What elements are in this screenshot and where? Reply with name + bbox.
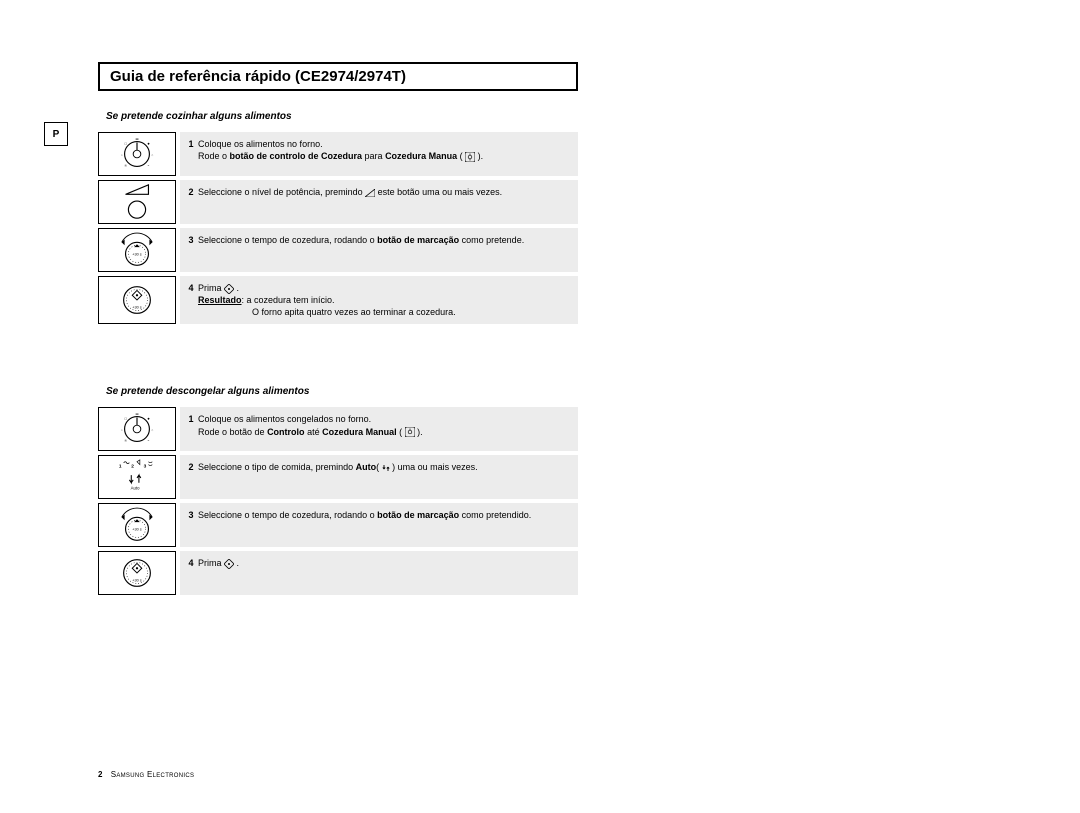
page-number: 2 <box>98 770 102 779</box>
step-number: 2 <box>184 461 198 473</box>
step-text: 3Seleccione o tempo de cozedura, rodando… <box>180 228 578 272</box>
step-row: 1Coloque os alimentos congelados no forn… <box>98 407 578 451</box>
step-row: 3Seleccione o tempo de cozedura, rodando… <box>98 228 578 272</box>
manual-page: Guia de referência rápido (CE2974/2974T)… <box>98 62 578 595</box>
step-row: 2Seleccione o tipo de comida, premindo A… <box>98 455 578 499</box>
step-number: 4 <box>184 282 198 294</box>
dial-time-cell <box>98 503 176 547</box>
step-text: 1Coloque os alimentos no forno.Rode o bo… <box>180 132 578 176</box>
step-row: 1Coloque os alimentos no forno.Rode o bo… <box>98 132 578 176</box>
brand-name: Samsung Electronics <box>111 770 195 779</box>
step-number: 1 <box>184 138 198 150</box>
step-number: 2 <box>184 186 198 198</box>
dial-mode-cell <box>98 407 176 451</box>
step-instruction: Seleccione o nível de potência, premindo… <box>198 186 570 198</box>
auto-button-cell <box>98 455 176 499</box>
step-text: 4Prima . <box>180 551 578 595</box>
dial-time-cell <box>98 228 176 272</box>
step-number: 4 <box>184 557 198 569</box>
step-row: 2Seleccione o nível de potência, premind… <box>98 180 578 224</box>
step-instruction: Coloque os alimentos congelados no forno… <box>198 413 570 437</box>
step-text: 4Prima .Resultado: a cozedura tem início… <box>180 276 578 324</box>
title-box: Guia de referência rápido (CE2974/2974T) <box>98 62 578 91</box>
language-badge: P <box>44 122 68 146</box>
step-text: 3Seleccione o tempo de cozedura, rodando… <box>180 503 578 547</box>
step-instruction: Prima .Resultado: a cozedura tem início.… <box>198 282 570 318</box>
dial-start-cell <box>98 551 176 595</box>
section-heading: Se pretende cozinhar alguns alimentos <box>106 111 578 122</box>
step-row: 3Seleccione o tempo de cozedura, rodando… <box>98 503 578 547</box>
step-number: 3 <box>184 234 198 246</box>
page-footer: 2 Samsung Electronics <box>98 770 194 779</box>
step-text: 1Coloque os alimentos congelados no forn… <box>180 407 578 451</box>
section-heading: Se pretende descongelar alguns alimentos <box>106 386 578 397</box>
step-instruction: Seleccione o tempo de cozedura, rodando … <box>198 234 570 246</box>
step-number: 3 <box>184 509 198 521</box>
step-row: 4Prima .Resultado: a cozedura tem início… <box>98 276 578 324</box>
dial-mode-cell <box>98 132 176 176</box>
step-instruction: Prima . <box>198 557 570 569</box>
page-title: Guia de referência rápido (CE2974/2974T) <box>110 68 566 85</box>
power-button-cell <box>98 180 176 224</box>
step-instruction: Coloque os alimentos no forno.Rode o bot… <box>198 138 570 162</box>
step-instruction: Seleccione o tipo de comida, premindo Au… <box>198 461 570 473</box>
step-text: 2Seleccione o tipo de comida, premindo A… <box>180 455 578 499</box>
step-number: 1 <box>184 413 198 425</box>
step-text: 2Seleccione o nível de potência, premind… <box>180 180 578 224</box>
step-instruction: Seleccione o tempo de cozedura, rodando … <box>198 509 570 521</box>
step-row: 4Prima . <box>98 551 578 595</box>
dial-start-cell <box>98 276 176 324</box>
